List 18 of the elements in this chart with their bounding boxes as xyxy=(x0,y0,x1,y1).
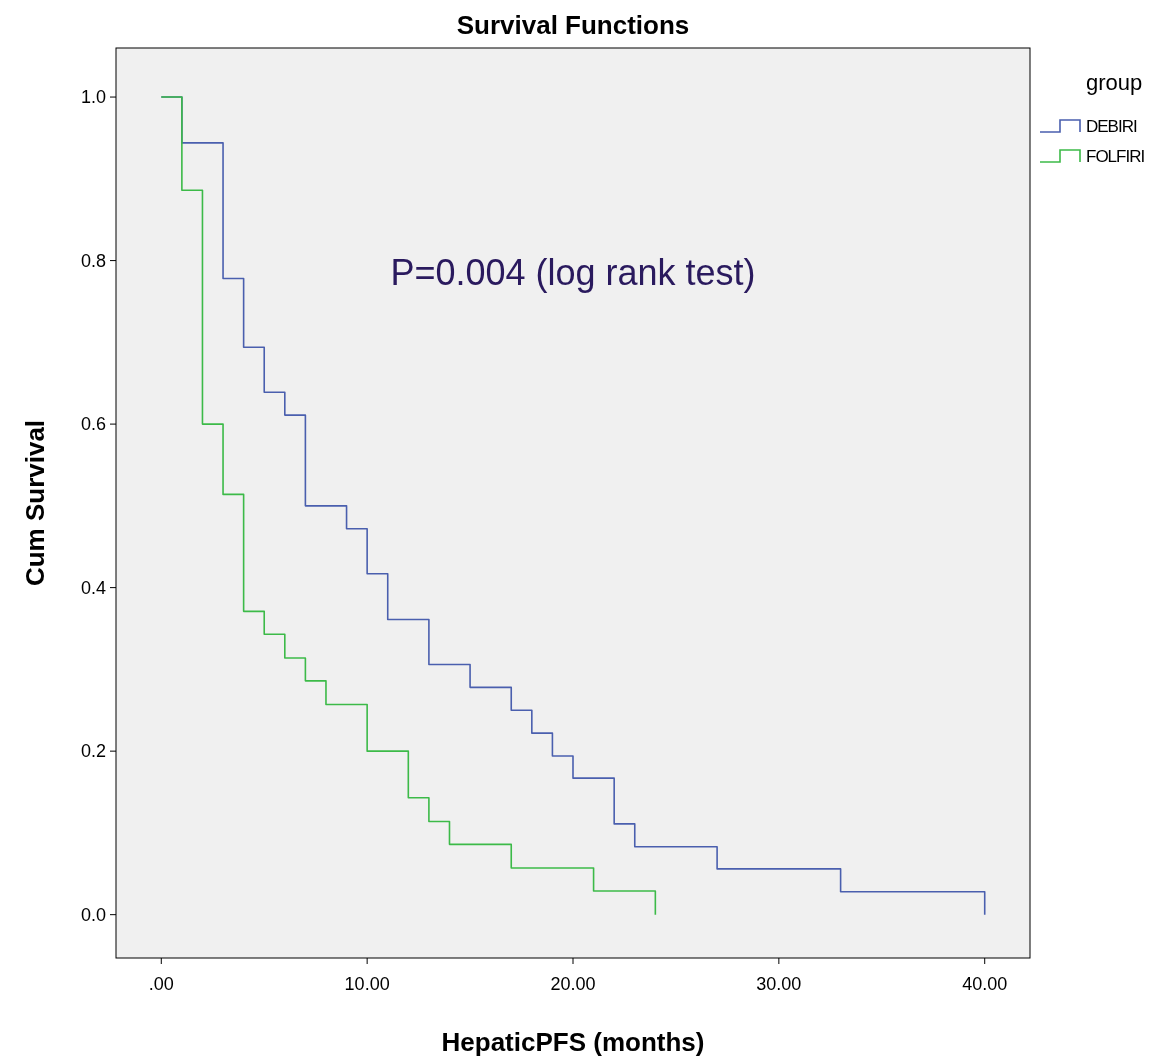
y-tick-label: 0.6 xyxy=(80,414,106,435)
legend-title: group xyxy=(1086,70,1143,95)
x-tick-label: 30.00 xyxy=(756,974,802,994)
legend-label: DEBIRI xyxy=(1086,117,1137,136)
y-tick-label: 0.8 xyxy=(80,250,106,271)
chart-title: Survival Functions xyxy=(456,10,690,40)
x-tick-label: .00 xyxy=(148,974,174,994)
y-tick-label: 1.0 xyxy=(80,87,106,108)
x-tick-label: 40.00 xyxy=(962,974,1008,994)
x-tick-label: 20.00 xyxy=(550,974,596,994)
y-tick-label: 0.2 xyxy=(80,741,106,762)
x-axis-title: HepaticPFS (months) xyxy=(441,1027,705,1057)
y-axis-title: Cum Survival xyxy=(20,419,50,587)
y-tick-label: 0.0 xyxy=(80,904,106,925)
y-tick-label: 0.4 xyxy=(80,577,106,598)
annotation: P=0.004 (log rank test) xyxy=(390,252,756,294)
x-tick-label: 10.00 xyxy=(344,974,390,994)
legend-label: FOLFIRI xyxy=(1086,147,1145,166)
